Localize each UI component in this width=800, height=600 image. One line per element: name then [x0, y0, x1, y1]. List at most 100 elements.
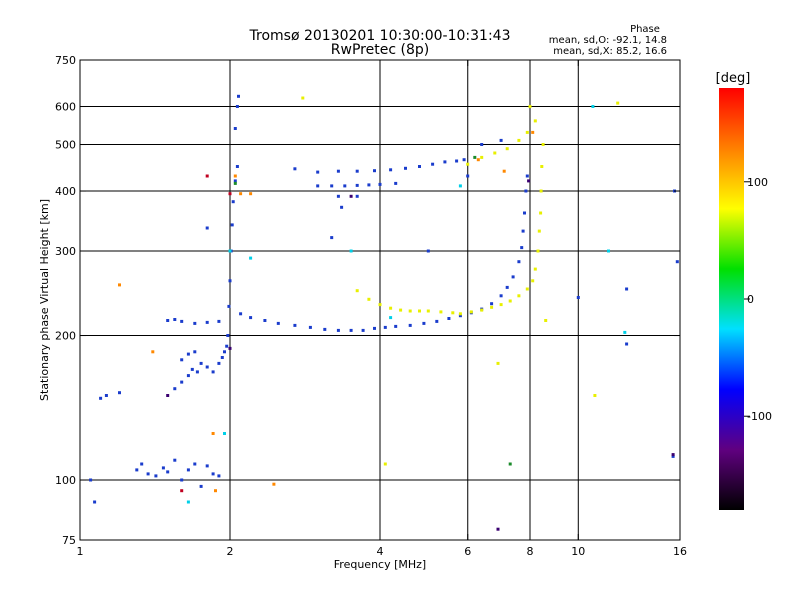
- data-point: [439, 310, 443, 314]
- data-point: [239, 312, 243, 316]
- data-point: [389, 168, 393, 172]
- data-point: [225, 344, 229, 348]
- y-tick-label: 300: [55, 245, 76, 258]
- data-point: [469, 310, 473, 314]
- data-point: [186, 352, 190, 356]
- data-point: [211, 472, 215, 476]
- data-point: [431, 162, 435, 166]
- data-point: [378, 303, 382, 307]
- data-point: [675, 260, 679, 264]
- data-point: [508, 462, 512, 466]
- x-tick-label: 6: [464, 545, 471, 558]
- data-point: [186, 374, 190, 378]
- data-point: [211, 432, 215, 435]
- data-point: [104, 394, 108, 397]
- y-tick-label: 200: [55, 330, 76, 343]
- data-point: [541, 143, 545, 146]
- y-axis-ticks: 75 100 200 300 400 500 600 750: [55, 54, 680, 547]
- data-point: [233, 181, 237, 185]
- data-point: [190, 367, 194, 371]
- data-point: [235, 165, 239, 168]
- data-point: [205, 464, 209, 468]
- data-point: [496, 361, 500, 365]
- data-point: [383, 462, 387, 466]
- x-tick-label: 4: [377, 545, 384, 558]
- data-point: [505, 285, 509, 289]
- data-point: [233, 179, 237, 183]
- phase-legend-o-mode: mean, sd,O: -92.1, 14.8: [549, 35, 667, 46]
- data-point: [293, 323, 297, 327]
- data-point: [517, 138, 521, 142]
- data-point: [340, 205, 344, 209]
- data-point: [343, 184, 347, 188]
- data-point: [220, 356, 224, 359]
- x-axis-ticks: 1 2 4 6 8 10 16: [77, 60, 687, 558]
- data-point: [591, 105, 595, 108]
- data-point: [394, 181, 398, 185]
- data-point: [521, 229, 525, 233]
- data-point: [151, 350, 155, 354]
- data-point: [180, 380, 184, 384]
- data-point: [383, 325, 387, 329]
- data-point: [462, 158, 466, 162]
- data-point: [399, 308, 403, 312]
- data-point: [223, 350, 226, 354]
- data-point: [161, 466, 165, 470]
- data-point: [193, 462, 197, 466]
- data-point: [336, 169, 340, 173]
- data-point: [443, 160, 447, 164]
- colorbar-ticks: 100 0 -100: [744, 176, 772, 423]
- data-point: [625, 287, 629, 291]
- data-point: [473, 155, 477, 159]
- colorbar: [deg] 100 0 -100: [716, 71, 772, 510]
- data-point: [186, 500, 190, 504]
- data-point: [496, 527, 500, 531]
- data-point: [422, 321, 426, 325]
- data-point: [418, 309, 421, 313]
- data-point: [228, 249, 232, 253]
- phase-legend-heading: Phase: [630, 24, 660, 35]
- data-point: [140, 462, 144, 466]
- data-point: [226, 334, 230, 337]
- data-point: [336, 328, 340, 332]
- data-point: [323, 327, 327, 331]
- data-point: [276, 321, 280, 325]
- chart-title: Tromsø 20130201 10:30:00-10:31:43: [249, 28, 511, 44]
- data-point: [249, 316, 253, 320]
- data-point: [671, 454, 675, 458]
- data-point: [166, 394, 170, 397]
- data-point: [404, 166, 407, 170]
- grid-lines: [80, 60, 680, 540]
- data-point: [330, 184, 334, 188]
- data-point: [528, 105, 532, 108]
- data-point: [447, 317, 451, 320]
- data-point: [531, 279, 535, 283]
- data-point: [211, 370, 215, 374]
- data-point: [173, 458, 177, 462]
- data-point: [272, 482, 276, 486]
- data-point: [607, 249, 610, 253]
- data-point: [536, 249, 540, 253]
- data-point: [426, 309, 430, 313]
- data-point: [373, 326, 376, 330]
- colorbar-tick-label: 0: [747, 293, 754, 306]
- data-point: [223, 432, 226, 435]
- data-point: [228, 346, 232, 350]
- data-point: [540, 165, 544, 168]
- y-tick-label: 600: [55, 101, 76, 114]
- data-point: [625, 342, 629, 346]
- x-tick-label: 16: [673, 545, 687, 558]
- data-point: [205, 320, 209, 324]
- data-point: [499, 138, 503, 142]
- data-point: [89, 478, 93, 482]
- data-point: [531, 130, 535, 134]
- data-point: [146, 472, 150, 476]
- data-point: [355, 194, 359, 198]
- data-point: [205, 365, 209, 369]
- data-point: [239, 192, 243, 196]
- data-point: [389, 316, 393, 320]
- data-point: [217, 319, 221, 323]
- data-point: [458, 184, 462, 188]
- data-point: [249, 192, 253, 196]
- data-point: [533, 119, 537, 123]
